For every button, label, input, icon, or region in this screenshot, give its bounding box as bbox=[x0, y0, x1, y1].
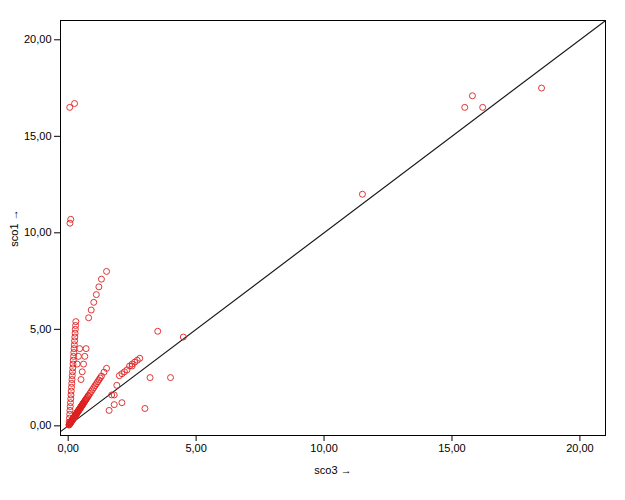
svg-text:20,00: 20,00 bbox=[24, 33, 52, 45]
svg-text:5,00: 5,00 bbox=[185, 442, 206, 454]
svg-text:0,00: 0,00 bbox=[30, 419, 51, 431]
svg-text:5,00: 5,00 bbox=[30, 323, 51, 335]
svg-text:sco3 →: sco3 → bbox=[314, 464, 351, 476]
svg-text:0,00: 0,00 bbox=[57, 442, 78, 454]
svg-text:sco1 →: sco1 → bbox=[8, 209, 20, 246]
svg-text:20,00: 20,00 bbox=[566, 442, 594, 454]
svg-text:15,00: 15,00 bbox=[24, 130, 52, 142]
svg-text:10,00: 10,00 bbox=[24, 226, 52, 238]
svg-text:10,00: 10,00 bbox=[310, 442, 338, 454]
svg-text:15,00: 15,00 bbox=[438, 442, 466, 454]
